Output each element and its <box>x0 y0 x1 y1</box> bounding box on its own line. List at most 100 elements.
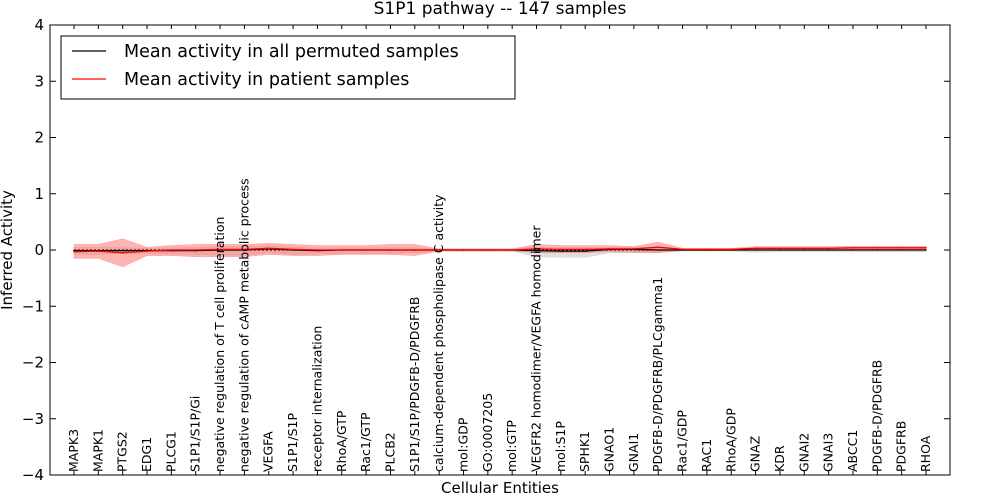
x-tick-label: negative regulation of T cell proliferat… <box>212 217 227 472</box>
legend: Mean activity in all permuted samples Me… <box>60 35 516 100</box>
point-patient-34 <box>900 246 903 249</box>
point-permuted-31 <box>827 249 830 251</box>
x-tick-label: GNAI2 <box>796 433 811 472</box>
point-patient-31 <box>827 247 830 250</box>
point-patient-21 <box>584 248 586 251</box>
legend-label-patient: Mean activity in patient samples <box>124 70 409 90</box>
x-tick-label: RhoA/GTP <box>334 410 349 472</box>
point-permuted-0 <box>73 249 75 252</box>
point-patient-14 <box>414 249 416 251</box>
point-patient-6 <box>219 248 221 251</box>
point-patient-17 <box>487 249 489 251</box>
point-patient-29 <box>779 247 781 250</box>
x-tick-label: PLCG1 <box>163 431 178 472</box>
x-tick-label: mol:GDP <box>455 417 470 472</box>
point-patient-5 <box>194 249 197 251</box>
point-permuted-35 <box>925 249 927 251</box>
point-patient-1 <box>97 250 100 252</box>
point-patient-27 <box>730 248 733 251</box>
x-tick-label: ABCC1 <box>845 430 860 472</box>
point-permuted-32 <box>852 249 854 251</box>
y-axis-label: Inferred Activity <box>0 190 16 310</box>
point-patient-28 <box>754 247 757 250</box>
x-tick-label: GO:0007205 <box>480 393 495 472</box>
y-tick-label: 0 <box>34 241 44 259</box>
point-patient-13 <box>389 249 392 251</box>
point-patient-24 <box>657 246 660 248</box>
x-tick-label: GNAI3 <box>821 433 836 472</box>
x-tick-label: S1P1/S1P/PDGFB-D/PDGFRB <box>407 297 422 473</box>
point-permuted-2 <box>121 249 124 252</box>
x-tick-label: GNAZ <box>748 436 763 472</box>
point-permuted-20 <box>560 250 562 252</box>
x-tick-label: PDGFRB <box>894 421 909 472</box>
point-permuted-28 <box>754 249 757 251</box>
legend-label-permuted: Mean activity in all permuted samples <box>124 42 459 62</box>
point-patient-20 <box>560 248 562 251</box>
x-tick-label: receptor internalization <box>309 326 324 472</box>
x-tick-label: PDGFB-D/PDGFRB/PLCgamma1 <box>650 277 665 472</box>
point-patient-25 <box>681 248 684 251</box>
x-tick-label: negative regulation of cAMP metabolic pr… <box>236 178 251 472</box>
point-patient-15 <box>438 249 440 251</box>
x-tick-label: PLCB2 <box>382 432 397 472</box>
y-tick-label: 1 <box>34 185 44 203</box>
y-tick-label: 2 <box>34 129 44 147</box>
point-patient-0 <box>73 250 75 253</box>
point-patient-11 <box>340 249 343 251</box>
x-tick-label: RHOA <box>918 435 933 472</box>
x-tick-label: GNAO1 <box>602 427 617 472</box>
point-permuted-19 <box>535 249 538 252</box>
point-patient-8 <box>267 247 270 250</box>
x-tick-label: Rac1/GTP <box>358 412 373 472</box>
point-patient-19 <box>535 248 538 250</box>
x-tick-label: RhoA/GDP <box>723 408 738 472</box>
point-permuted-24 <box>657 249 660 251</box>
x-tick-label: PTGS2 <box>115 431 130 472</box>
x-tick-label: RAC1 <box>699 439 714 472</box>
point-patient-23 <box>633 248 635 250</box>
point-patient-12 <box>365 249 367 251</box>
point-patient-35 <box>925 246 927 249</box>
x-axis-label: Cellular Entities <box>441 479 559 497</box>
point-patient-3 <box>146 250 148 252</box>
series-line-patient <box>73 246 926 254</box>
x-tick-label: mol:S1P <box>553 421 568 472</box>
y-tick-label: −3 <box>22 410 44 428</box>
point-patient-30 <box>803 247 806 250</box>
point-permuted-30 <box>803 249 806 251</box>
point-patient-10 <box>316 249 319 251</box>
y-tick-label: −2 <box>22 354 44 372</box>
point-patient-9 <box>292 248 294 251</box>
point-patient-2 <box>121 252 124 254</box>
point-patient-33 <box>876 246 879 249</box>
point-patient-18 <box>511 249 513 251</box>
y-tick-label: −4 <box>22 466 44 484</box>
point-permuted-34 <box>900 249 903 251</box>
x-tick-label: EDG1 <box>139 437 154 472</box>
legend-box <box>60 35 516 100</box>
x-tick-label: S1P1/S1P <box>285 413 300 472</box>
x-tick-label: Rac1/GDP <box>675 410 690 472</box>
point-patient-16 <box>462 249 465 251</box>
point-patient-4 <box>170 249 173 251</box>
x-tick-label: VEGFA <box>261 431 276 472</box>
y-tick-label: 3 <box>34 72 44 90</box>
point-permuted-33 <box>876 249 879 251</box>
y-tick-label: 4 <box>34 16 44 34</box>
x-tick-label: calcium-dependent phospholipase C activi… <box>431 194 446 472</box>
x-tick-label: mol:GTP <box>504 420 519 472</box>
x-tick-label: S1P1/S1P/Gi <box>188 396 203 472</box>
x-tick-label: PDGFB-D/PDGFRB <box>869 360 884 472</box>
point-permuted-29 <box>779 249 781 251</box>
x-tick-label: MAPK3 <box>66 429 81 472</box>
x-tick-label: MAPK1 <box>90 429 105 472</box>
chart-title: S1P1 pathway -- 147 samples <box>374 0 627 19</box>
point-patient-32 <box>852 246 854 249</box>
x-tick-label: VEGFR2 homodimer/VEGFA homodimer <box>529 225 544 472</box>
point-patient-26 <box>706 248 708 251</box>
point-permuted-21 <box>584 250 586 252</box>
point-patient-7 <box>243 248 246 251</box>
